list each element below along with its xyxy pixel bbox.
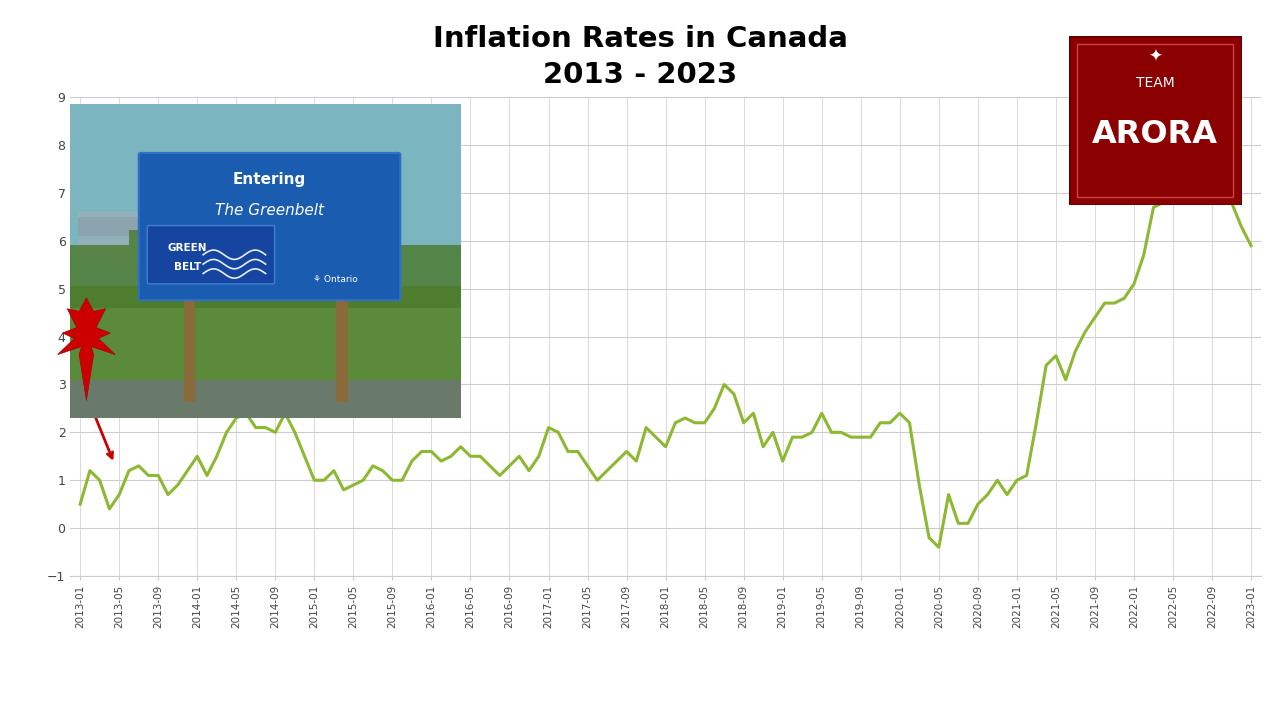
Bar (383, 246, 461, 308)
Bar (70, 246, 129, 308)
Text: TEAM: TEAM (1135, 76, 1175, 91)
Text: ✦: ✦ (1148, 48, 1162, 66)
Bar (70, 380, 461, 418)
Text: BELT: BELT (174, 262, 201, 272)
Text: ⚘ Ontario: ⚘ Ontario (314, 275, 358, 284)
Text: GREEN: GREEN (168, 243, 207, 253)
Bar (78, 217, 253, 236)
Bar (183, 261, 196, 402)
Bar (70, 104, 461, 292)
Bar (70, 286, 461, 418)
Polygon shape (58, 298, 115, 400)
Text: The Greenbelt: The Greenbelt (215, 203, 324, 218)
Text: ARORA: ARORA (1092, 119, 1219, 150)
FancyBboxPatch shape (147, 225, 275, 284)
FancyBboxPatch shape (138, 153, 401, 300)
Bar (335, 261, 348, 402)
Bar (78, 211, 253, 267)
Bar (129, 230, 207, 308)
Bar (305, 251, 383, 308)
Bar (207, 239, 305, 308)
Text: Inflation Rates in Canada: Inflation Rates in Canada (433, 25, 847, 53)
Text: 2013 - 2023: 2013 - 2023 (543, 61, 737, 89)
Text: Entering: Entering (233, 172, 306, 187)
